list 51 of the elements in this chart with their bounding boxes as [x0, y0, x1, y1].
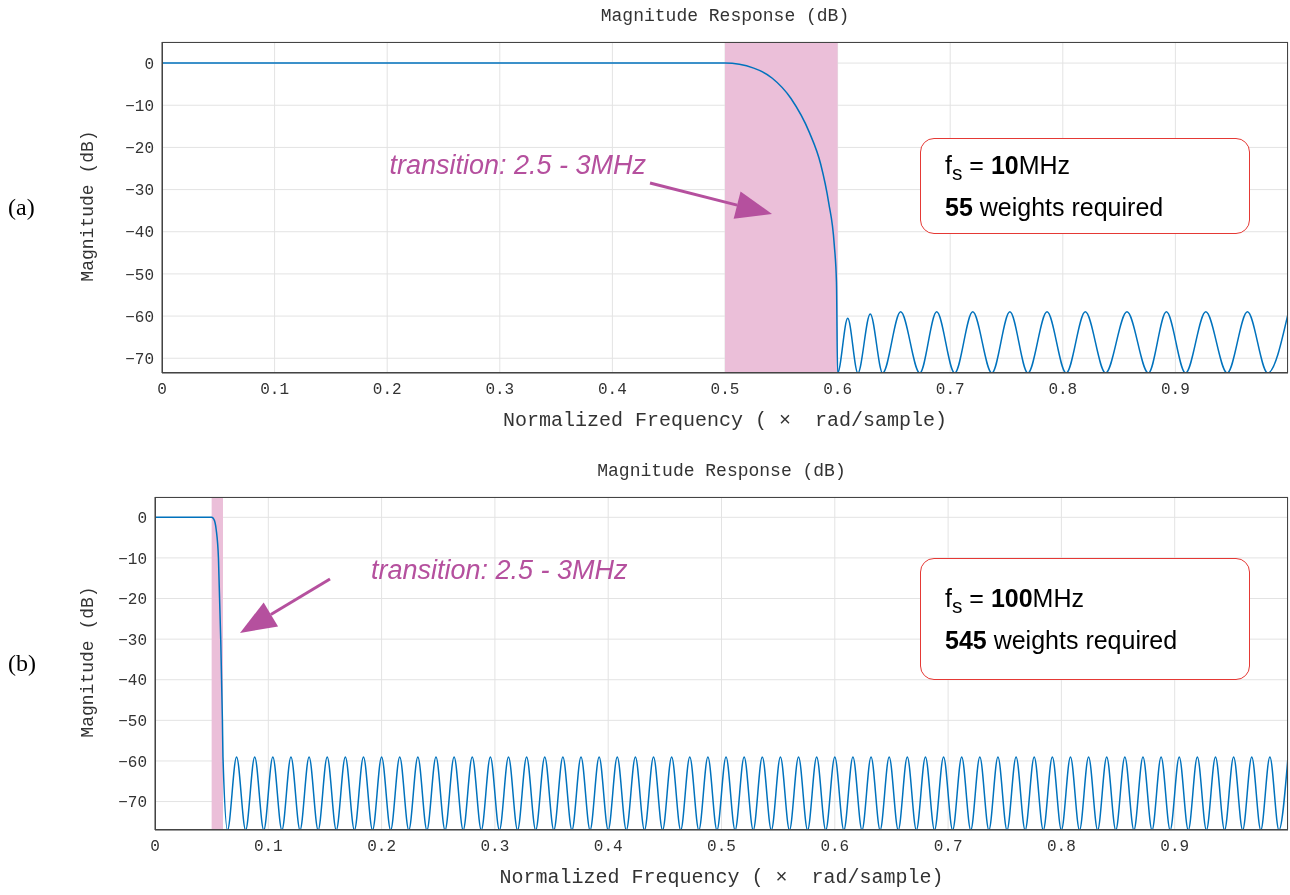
annotation: transition: 2.5 - 3MHz [389, 150, 646, 180]
x-tick-label: 0.6 [823, 381, 853, 400]
x-tick-label: 0.4 [597, 381, 627, 400]
y-tick-label: 0 [144, 55, 154, 74]
x-tick-label: 0.2 [372, 381, 402, 400]
y-axis-title: Magnitude (dB) [78, 584, 98, 740]
x-tick-label: 0.9 [1160, 381, 1190, 400]
x-tick-label: 0.8 [1048, 381, 1078, 400]
x-tick-label: 0.5 [707, 838, 736, 857]
x-tick-label: 0.7 [933, 838, 963, 857]
x-tick-label: 0.3 [485, 381, 515, 400]
x-tick-label: 0.7 [935, 381, 965, 400]
annotation: f$_{s}$ = 100MHz [945, 583, 1085, 618]
x-tick-label: 0.3 [480, 838, 510, 857]
text: (b) [8, 649, 36, 677]
y-tick-label: −30 [125, 182, 154, 201]
x-axis-title: Normalized Frequency ( × rad/sample) [501, 409, 949, 432]
chart-title: Magnitude Response (dB) [599, 6, 851, 26]
y-tick-label: −50 [118, 713, 147, 732]
y-axis-title: Magnitude (dB) [78, 128, 98, 284]
y-tick-label: 0 [137, 509, 147, 528]
y-tick-label: −60 [118, 753, 147, 772]
y-tick-label: −70 [125, 350, 154, 369]
x-tick-label: 0.5 [710, 381, 740, 400]
x-tick-label: 0.4 [593, 838, 623, 857]
x-tick-label: 0.1 [260, 381, 290, 400]
y-tick-label: −20 [125, 140, 154, 159]
y-tick-label: −30 [118, 631, 147, 650]
y-tick-label: −10 [118, 550, 147, 569]
text: (a) [8, 193, 35, 221]
annotation: 545 weights required [945, 625, 1179, 655]
annotation: f$_{s}$ = 10MHz [945, 150, 1072, 185]
x-tick-label: 0 [157, 381, 167, 400]
x-tick-label: 0.8 [1046, 838, 1076, 857]
x-axis-title: Normalized Frequency ( × rad/sample) [498, 866, 945, 889]
y-tick-label: −20 [118, 591, 147, 610]
text-box: f$_{s}$ = 100MHz 545 weights required [920, 558, 1250, 680]
text-box: f$_{s}$ = 10MHz 55 weights required [920, 138, 1250, 234]
x-tick-label: 0.2 [367, 838, 397, 857]
y-tick-label: −50 [125, 266, 154, 285]
y-tick-label: −40 [118, 672, 147, 691]
y-tick-label: −40 [125, 224, 154, 243]
annotation: transition: 2.5 - 3MHz [370, 555, 629, 586]
chart-title: Magnitude Response (dB) [596, 461, 847, 481]
x-tick-label: 0.6 [820, 838, 850, 857]
x-tick-label: 0.1 [253, 838, 283, 857]
x-tick-label: 0.9 [1160, 838, 1190, 857]
y-tick-label: −60 [125, 308, 154, 327]
annotation: 55 weights required [945, 192, 1165, 222]
y-tick-label: −70 [118, 794, 147, 813]
y-tick-label: −10 [125, 97, 154, 116]
